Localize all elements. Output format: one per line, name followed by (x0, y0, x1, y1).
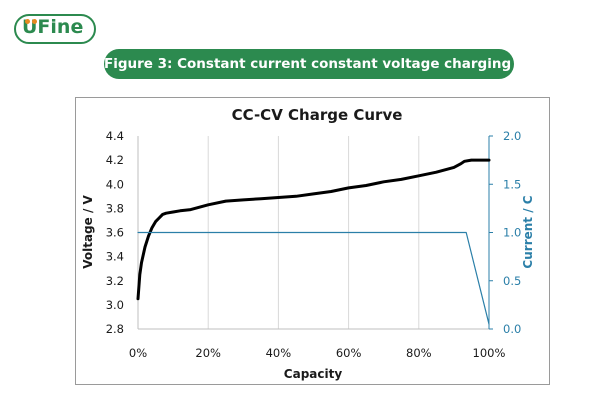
y2-tick-label: 0.0 (503, 322, 521, 336)
x-tick-label: 80% (406, 346, 432, 360)
x-tick-label: 0% (129, 346, 147, 360)
x-tick-label: 60% (336, 346, 362, 360)
x-axis-label: Capacity (284, 367, 343, 381)
y2-axis-label: Current / C (521, 195, 535, 268)
y2-tick-label: 0.5 (503, 274, 521, 288)
y-tick-label: 3.2 (106, 274, 124, 288)
figure-caption-banner: Figure 3: Constant current constant volt… (104, 49, 514, 79)
y-tick-label: 3.8 (106, 201, 124, 215)
y-tick-label: 4.2 (106, 153, 124, 167)
ufine-logo: UFine (14, 14, 100, 46)
chart-frame (75, 97, 550, 385)
voltage-series-line (136, 158, 491, 301)
y-tick-label: 3.4 (106, 250, 124, 264)
y-tick-label: 4.4 (106, 129, 124, 143)
logo-ring (14, 14, 96, 44)
logo-text: UFine (22, 16, 84, 38)
logo-dot-left (25, 19, 30, 24)
y-tick-label: 3.6 (106, 226, 124, 240)
x-tick-label: 100% (473, 346, 506, 360)
y-tick-label: 3.0 (106, 298, 124, 312)
y2-tick-label: 1.0 (503, 226, 521, 240)
y-axis-label: Voltage / V (81, 195, 95, 269)
logo-dot-right (32, 19, 37, 24)
current-series-line (137, 231, 490, 325)
y2-tick-label: 2.0 (503, 129, 521, 143)
y2-tick-label: 1.5 (503, 177, 521, 191)
x-tick-label: 20% (195, 346, 221, 360)
y-tick-label: 2.8 (106, 322, 124, 336)
chart-title: CC-CV Charge Curve (232, 106, 403, 124)
y-tick-label: 4.0 (106, 177, 124, 191)
x-tick-label: 40% (266, 346, 292, 360)
